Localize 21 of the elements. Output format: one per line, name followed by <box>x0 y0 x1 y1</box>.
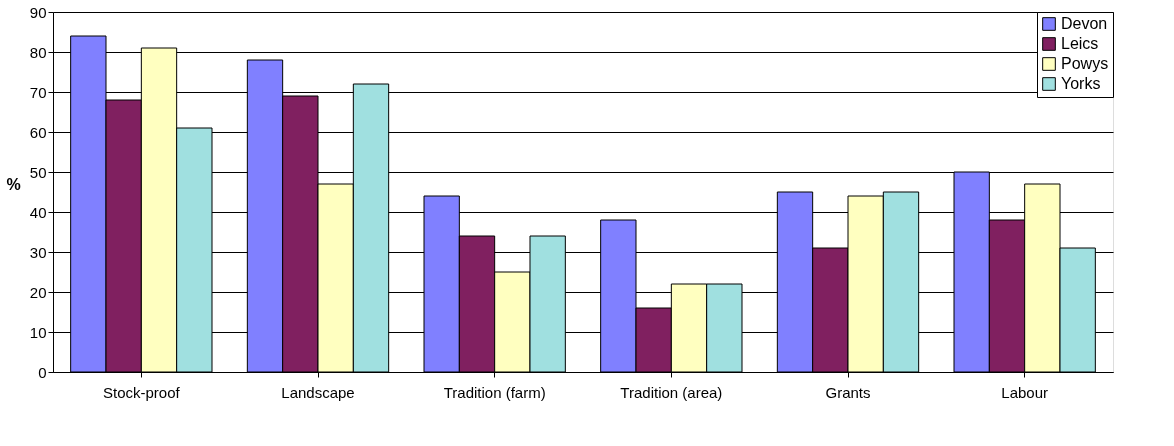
y-axis-title: % <box>6 175 21 193</box>
x-tick-label: Labour <box>1001 383 1049 401</box>
legend-label: Yorks <box>1061 75 1101 92</box>
y-tick-label: 0 <box>38 363 47 381</box>
x-tick-label: Tradition (farm) <box>443 383 546 401</box>
y-tick-label: 40 <box>29 203 47 221</box>
y-tick-label: 90 <box>29 3 47 21</box>
y-tick-label: 20 <box>29 283 47 301</box>
y-tick-label: 60 <box>29 123 47 141</box>
x-tick-label: Stock-proof <box>102 383 181 401</box>
y-tick-label: 50 <box>29 163 47 181</box>
legend-label: Devon <box>1061 15 1108 32</box>
y-tick-label: 80 <box>29 43 47 61</box>
x-tick-label: Tradition (area) <box>620 383 723 401</box>
y-tick-label: 30 <box>29 243 47 261</box>
x-tick-label: Landscape <box>281 383 355 401</box>
legend-label: Powys <box>1061 55 1109 72</box>
y-tick-label: 70 <box>29 83 47 101</box>
y-tick-label: 10 <box>29 323 47 341</box>
x-tick-label: Grants <box>825 383 871 401</box>
legend-label: Leics <box>1061 35 1099 52</box>
